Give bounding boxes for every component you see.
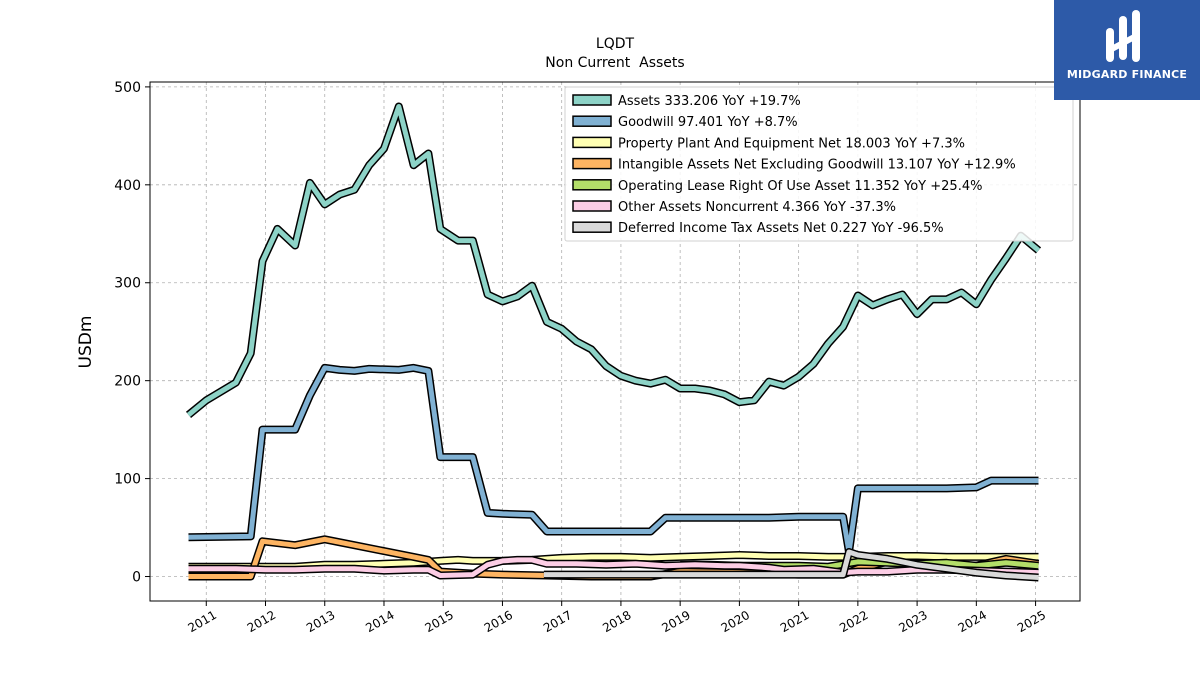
y-tick-label: 300 xyxy=(114,276,141,292)
x-tick-label: 2012 xyxy=(245,608,278,635)
legend-label: Other Assets Noncurrent 4.366 YoY -37.3% xyxy=(618,200,896,215)
x-axis: 2011 2012 2013 2014 2015 2016 2017 2018 2019 2020… xyxy=(186,601,1048,635)
legend-box xyxy=(564,86,1074,242)
x-tick-label: 2013 xyxy=(304,608,337,635)
series-line xyxy=(543,549,1039,580)
plot-frame xyxy=(149,81,1081,602)
legend-item: Property Plant And Equipment Net 18.003 … xyxy=(572,136,965,151)
legend-label: Deferred Income Tax Assets Net 0.227 YoY… xyxy=(618,221,944,236)
y-axis: 0 100 200 300 400 500 xyxy=(114,80,150,586)
x-tick-label: 2014 xyxy=(363,608,396,635)
legend-label: Property Plant And Equipment Net 18.003 … xyxy=(618,136,965,151)
legend-label: Goodwill 97.401 YoY +8.7% xyxy=(618,115,798,130)
legend-label: Intangible Assets Net Excluding Goodwill… xyxy=(618,158,1016,173)
legend-item: Assets 333.206 YoY +19.7% xyxy=(572,94,801,109)
legend-swatch xyxy=(572,157,612,170)
x-tick-label: 2016 xyxy=(482,608,515,635)
legend: Assets 333.206 YoY +19.7% Goodwill 97.401… xyxy=(564,86,1074,242)
y-tick-label: 0 xyxy=(132,570,141,586)
series-1 xyxy=(188,363,1039,556)
legend-swatch xyxy=(572,200,612,212)
y-tick-label: 200 xyxy=(114,374,141,390)
y-axis-label: USDm xyxy=(76,316,96,369)
y-tick-label: 500 xyxy=(114,80,141,96)
legend-item: Intangible Assets Net Excluding Goodwill… xyxy=(572,157,1016,173)
series-5 xyxy=(188,555,1039,580)
x-tick-label: 2017 xyxy=(541,608,574,635)
series-0 xyxy=(185,102,1042,418)
x-tick-label: 2019 xyxy=(659,608,692,635)
legend-swatch xyxy=(572,221,612,233)
brand-name: MIDGARD FINANCE xyxy=(1066,68,1188,81)
x-tick-label: 2015 xyxy=(422,608,455,635)
series-line-outline xyxy=(188,363,1039,556)
legend-swatch xyxy=(572,115,612,127)
chart-title: LQDT xyxy=(596,36,635,52)
legend-label: Assets 333.206 YoY +19.7% xyxy=(618,94,801,109)
chart-subtitle: Non Current Assets xyxy=(545,55,684,71)
legend-item: Other Assets Noncurrent 4.366 YoY -37.3% xyxy=(572,200,896,215)
y-tick-label: 400 xyxy=(114,178,141,194)
x-tick-label: 2011 xyxy=(186,608,219,635)
logo-mark-icon xyxy=(1106,10,1140,62)
x-tick-label: 2025 xyxy=(1015,608,1048,635)
x-tick-label: 2022 xyxy=(837,608,870,635)
legend-item: Deferred Income Tax Assets Net 0.227 YoY… xyxy=(572,221,944,236)
series-group xyxy=(185,102,1042,582)
series-line xyxy=(186,104,1041,417)
series-line xyxy=(188,557,1039,578)
y-tick-label: 100 xyxy=(114,472,141,488)
series-line xyxy=(188,365,1039,555)
brand-logo: MIDGARD FINANCE xyxy=(1054,0,1200,100)
x-tick-label: 2018 xyxy=(600,608,633,635)
x-tick-label: 2023 xyxy=(896,608,929,635)
legend-label: Operating Lease Right Of Use Asset 11.35… xyxy=(618,179,982,194)
legend-item: Goodwill 97.401 YoY +8.7% xyxy=(572,115,798,130)
legend-swatch xyxy=(572,136,612,149)
x-tick-label: 2024 xyxy=(956,608,989,635)
legend-item: Operating Lease Right Of Use Asset 11.35… xyxy=(572,179,982,194)
legend-swatch xyxy=(572,94,612,106)
x-tick-label: 2020 xyxy=(719,608,752,635)
legend-swatch xyxy=(572,179,612,191)
series-6 xyxy=(543,548,1039,582)
x-tick-label: 2021 xyxy=(778,608,811,635)
